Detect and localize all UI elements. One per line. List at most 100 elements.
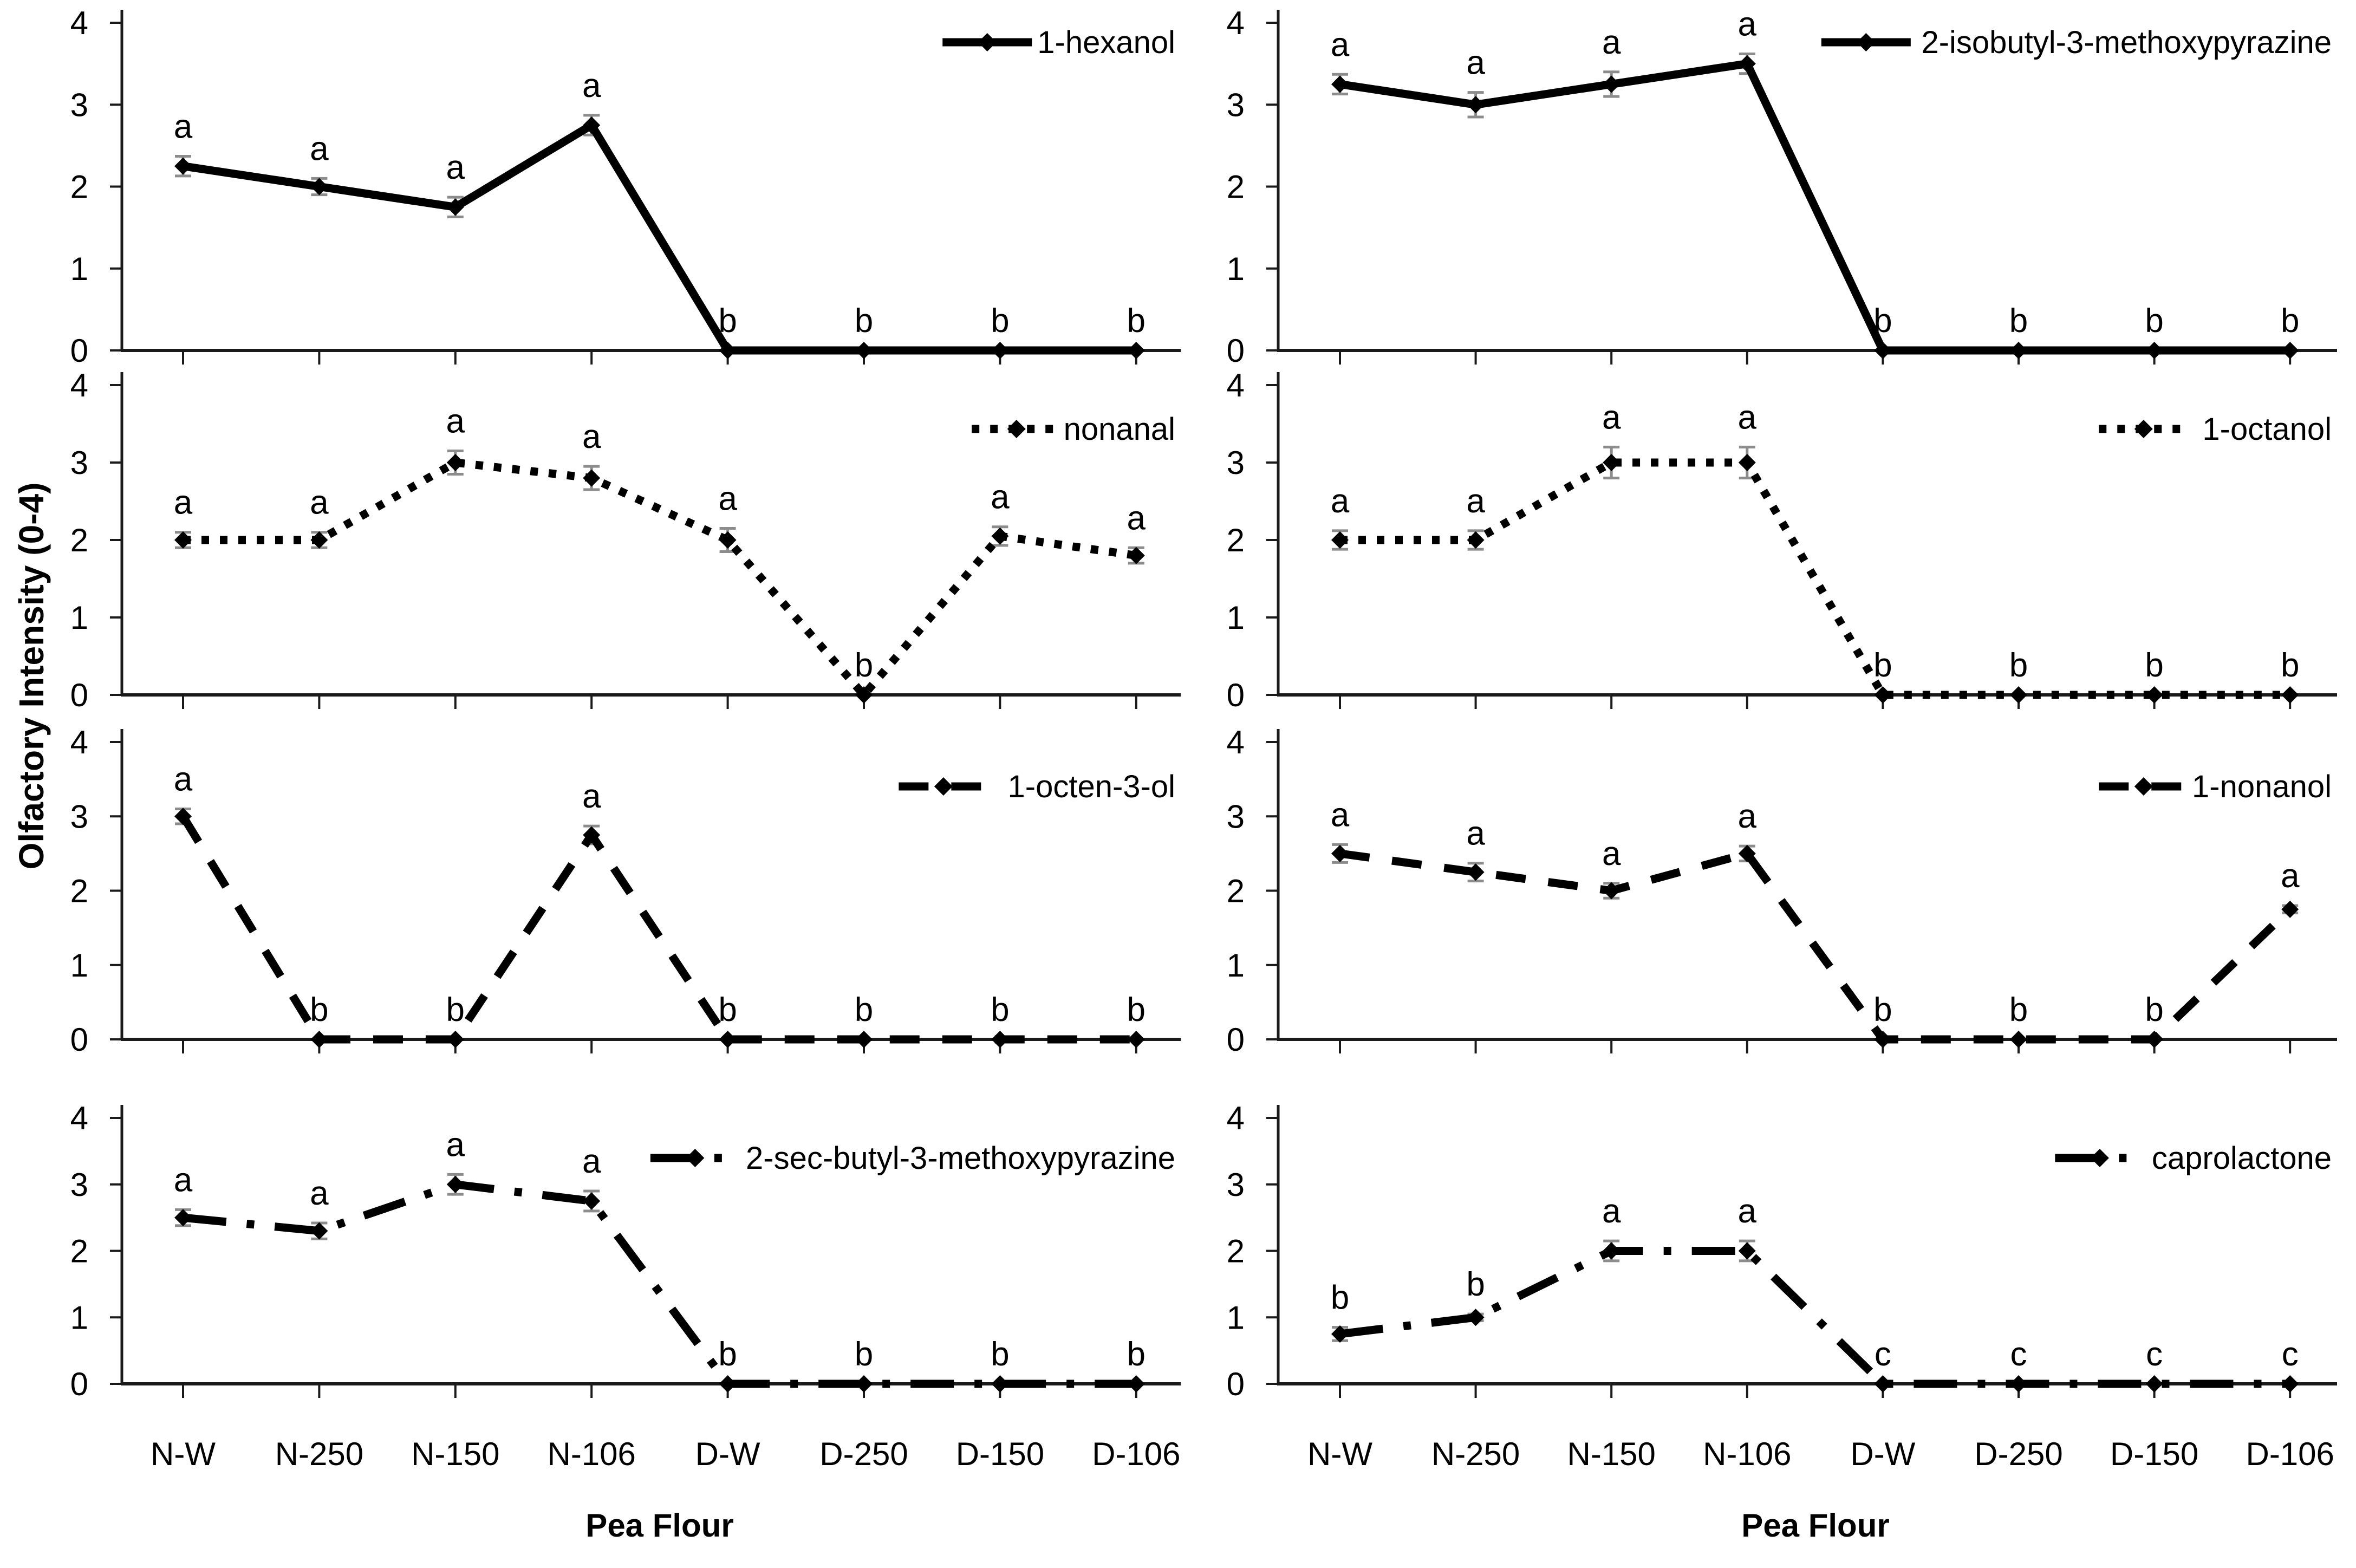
- x-tick-label: N-250: [275, 1436, 363, 1472]
- y-tick-label: 3: [70, 87, 88, 123]
- y-tick-label: 4: [70, 1100, 88, 1136]
- y-tick-label: 2: [1227, 169, 1245, 205]
- legend-swatch-marker: [1007, 420, 1026, 438]
- sig-letter: b: [1127, 991, 1146, 1029]
- sig-letter: b: [2281, 302, 2299, 340]
- sig-letter: b: [2281, 647, 2299, 684]
- y-tick-label: 3: [1227, 87, 1245, 123]
- subplot-1-hexanol: 0 1 2 3 4 a a a a b b b b 1-hexanol: [70, 5, 1181, 369]
- data-point-marker: [2010, 1031, 2027, 1048]
- sig-letter: a: [1738, 5, 1757, 43]
- sig-letter: a: [582, 67, 601, 105]
- data-point-marker: [174, 531, 192, 549]
- legend-swatch-marker: [978, 33, 997, 51]
- y-tick-label: 3: [70, 798, 88, 835]
- data-point-marker: [719, 1031, 737, 1048]
- data-point-marker: [2010, 1375, 2027, 1393]
- sig-letter: a: [582, 778, 601, 815]
- error-bars: [175, 114, 600, 218]
- y-tick-label: 2: [70, 873, 88, 909]
- data-point-markers: [1331, 844, 2299, 1048]
- sig-letter: b: [446, 991, 465, 1029]
- data-point-marker: [446, 1175, 464, 1193]
- legend-label: 1-octen-3-ol: [1008, 769, 1175, 804]
- subplot-1-octanol: 0 1 2 3 4 a a a a b b b b 1-octanol: [1227, 367, 2337, 713]
- data-point-marker: [2281, 1375, 2299, 1393]
- y-tick-label: 3: [70, 1167, 88, 1203]
- data-point-marker: [1738, 55, 1756, 73]
- y-tick-label: 0: [1227, 333, 1245, 369]
- data-point-marker: [719, 531, 737, 549]
- legend: 1-hexanol: [942, 25, 1175, 60]
- legend-swatch-marker: [2134, 777, 2153, 796]
- data-point-markers: [1331, 1242, 2299, 1393]
- sig-letter: b: [718, 1336, 737, 1373]
- legend: 2-sec-butyl-3-methoxypyrazine: [650, 1141, 1175, 1176]
- sig-letter: b: [2009, 647, 2028, 684]
- subplot-1-octen-3-ol: 0 1 2 3 4 a b b a b b b b 1-octen-3-ol: [70, 724, 1181, 1058]
- sig-letter: b: [991, 1336, 1009, 1373]
- data-point-marker: [446, 1031, 464, 1048]
- y-tick-label: 0: [70, 1022, 88, 1058]
- series-line: [1339, 1247, 2290, 1388]
- sig-letter: b: [2009, 991, 2028, 1029]
- sig-letter: a: [1602, 24, 1621, 61]
- data-point-marker: [174, 808, 192, 825]
- data-point-marker: [174, 1209, 192, 1227]
- data-point-marker: [2145, 342, 2163, 359]
- y-tick-label: 0: [70, 333, 88, 369]
- data-point-marker: [1603, 1242, 1620, 1260]
- data-point-marker: [310, 531, 328, 549]
- y-axis-title: Olfactory Intensity (0-4): [12, 482, 51, 870]
- sig-letter: a: [582, 418, 601, 456]
- data-point-marker: [583, 1192, 601, 1210]
- data-point-marker: [2010, 342, 2027, 359]
- sig-letter: b: [855, 1336, 873, 1373]
- x-tick-label: N-150: [411, 1436, 499, 1472]
- legend-swatch-marker: [934, 777, 953, 796]
- sig-letter: b: [855, 991, 873, 1029]
- y-tick-label: 2: [1227, 873, 1245, 909]
- y-tick-label: 1: [70, 1299, 88, 1336]
- sig-letter: b: [991, 991, 1009, 1029]
- series-line: [179, 814, 1136, 1044]
- x-tick-label: D-106: [1092, 1436, 1180, 1472]
- data-point-marker: [2145, 1031, 2163, 1048]
- legend: 1-octanol: [2099, 412, 2332, 447]
- data-point-marker: [1874, 1031, 1892, 1048]
- data-point-marker: [2145, 1375, 2163, 1393]
- y-tick-label: 0: [70, 1366, 88, 1402]
- sig-letter: b: [2009, 302, 2028, 340]
- legend-label: caprolactone: [2152, 1141, 2332, 1176]
- legend-swatch-marker: [2090, 1149, 2109, 1167]
- legend-label: 2-sec-butyl-3-methoxypyrazine: [746, 1141, 1175, 1176]
- sig-letter: a: [1331, 796, 1350, 834]
- sig-letter: b: [1466, 1266, 1485, 1303]
- y-tick-label: 4: [70, 5, 88, 41]
- data-point-marker: [1331, 844, 1349, 862]
- sig-letter: b: [991, 302, 1009, 340]
- sig-letter: a: [991, 479, 1010, 516]
- axes: 0 1 2 3 4: [1227, 724, 2337, 1058]
- y-tick-label: 2: [70, 1233, 88, 1270]
- legend-label: 1-nonanol: [2192, 769, 2332, 804]
- legend-swatch-marker: [2134, 420, 2153, 438]
- significance-letters: a b b a b b b b: [174, 761, 1146, 1029]
- sig-letter: b: [1873, 302, 1892, 340]
- data-point-marker: [1127, 1375, 1145, 1393]
- sig-letter: b: [2145, 302, 2163, 340]
- series-line: [1340, 458, 2290, 699]
- significance-letters: b b a a c c c c: [1331, 1193, 2299, 1373]
- sig-letter: a: [310, 1175, 329, 1212]
- sig-letter: c: [1875, 1336, 1891, 1373]
- significance-letters: a a a a b b b b: [1331, 5, 2300, 340]
- y-tick-label: 1: [1227, 251, 1245, 287]
- data-point-marker: [174, 157, 192, 175]
- y-tick-label: 2: [1227, 1233, 1245, 1270]
- sig-letter: a: [174, 1161, 193, 1199]
- data-point-marker: [991, 342, 1009, 359]
- sig-letter: a: [446, 1126, 465, 1163]
- data-point-markers: [174, 454, 1145, 704]
- y-tick-label: 2: [1227, 522, 1245, 558]
- data-point-markers: [174, 1175, 1145, 1393]
